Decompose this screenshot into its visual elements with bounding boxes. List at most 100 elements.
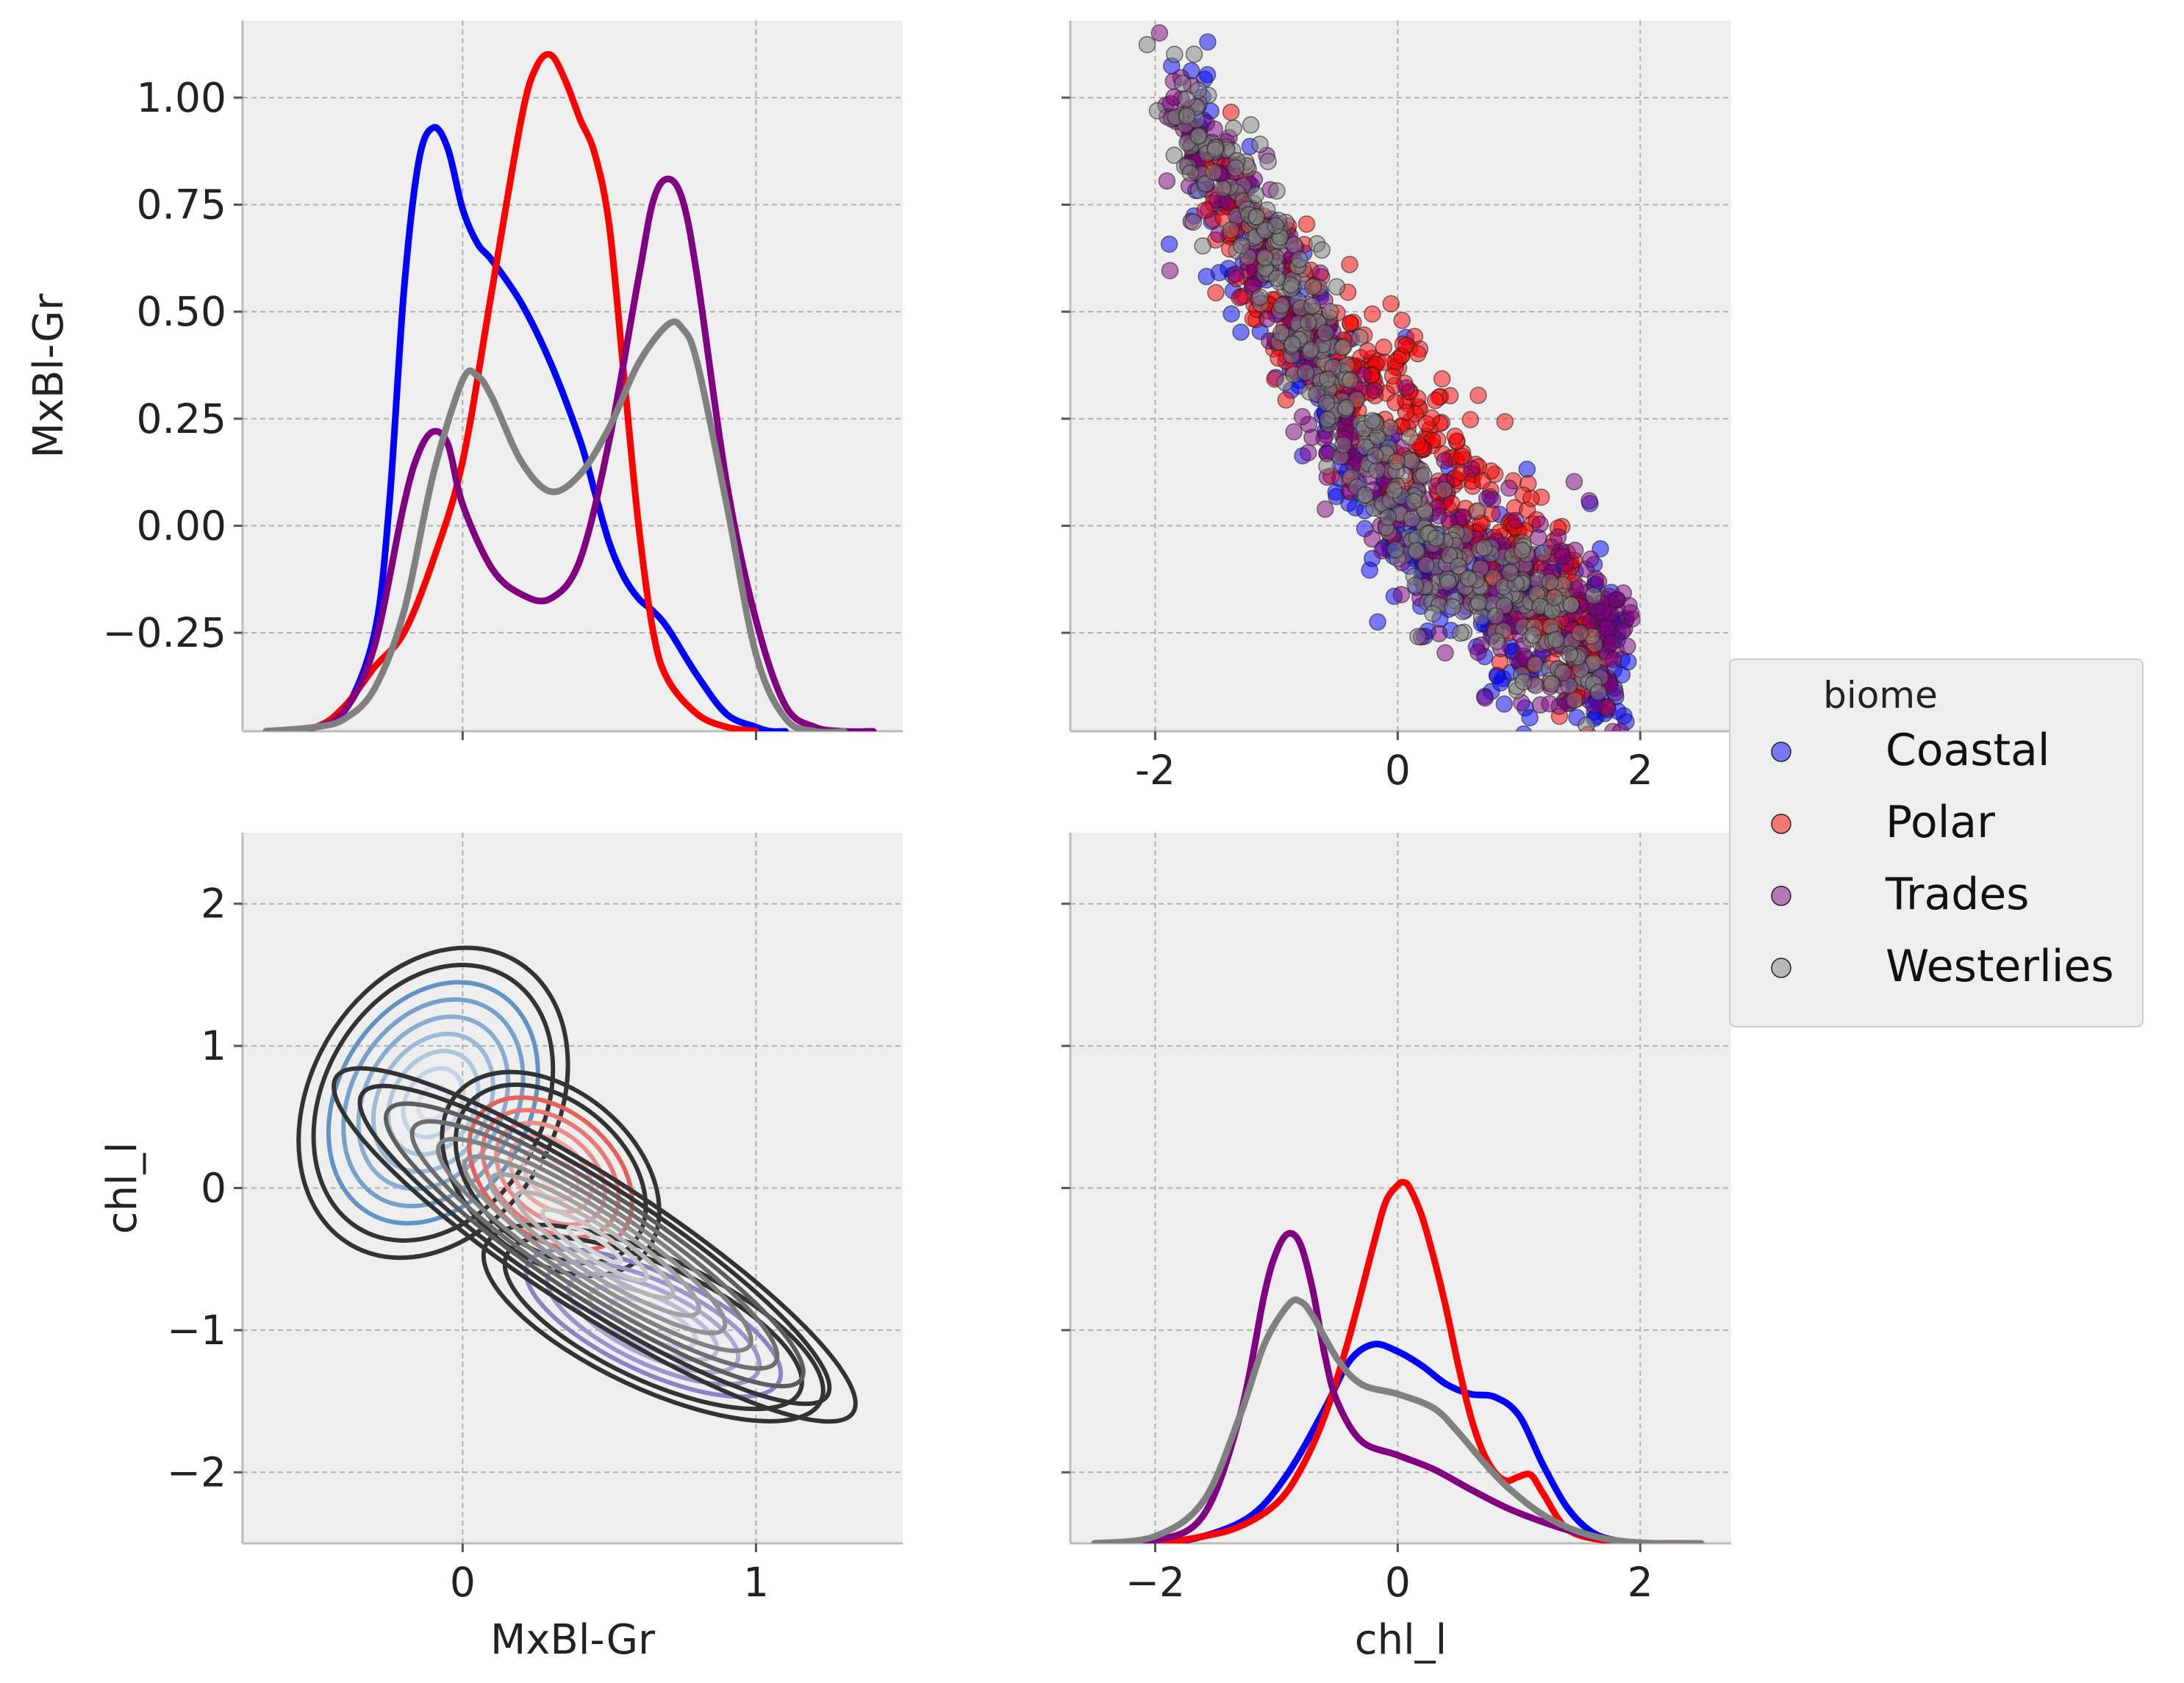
scatter-point — [1436, 644, 1454, 662]
scatter-point — [1302, 341, 1320, 359]
plot-area — [262, 51, 877, 731]
scatter-point — [1500, 479, 1518, 497]
scatter-point — [1580, 743, 1596, 759]
axes: −2 −1 0 1 2 0 1 MxBl-Gr chl_l — [99, 833, 903, 1664]
kde-line-westerlies — [262, 318, 848, 731]
scatter-point — [1379, 509, 1397, 526]
contour-level — [587, 1284, 720, 1363]
scatter-point — [1259, 152, 1277, 171]
contour-westerlies — [332, 1066, 858, 1424]
scatter-point — [1386, 393, 1404, 412]
y-tick-label: 0.00 — [137, 502, 226, 549]
scatter-point — [1317, 324, 1334, 342]
scatter-point — [1417, 556, 1435, 574]
scatter-point — [1453, 448, 1471, 465]
scatter-point — [1585, 586, 1603, 605]
scatter-point — [1570, 578, 1589, 597]
scatter-point — [1501, 564, 1519, 582]
scatter-series-westerlies — [1138, 35, 1609, 731]
scatter-point — [1461, 411, 1480, 428]
scatter-point — [1174, 74, 1192, 93]
scatter-point — [1526, 656, 1544, 673]
kde-line-polar — [1091, 1178, 1705, 1543]
scatter-point — [1619, 637, 1636, 656]
contour-level — [357, 1083, 832, 1407]
legend-label: Westerlies — [1886, 941, 2114, 992]
scatter-point — [1315, 429, 1333, 448]
scatter-point — [1232, 323, 1250, 341]
scatter-point — [1406, 576, 1425, 595]
scatter-point — [1334, 436, 1352, 453]
scatter-point — [1342, 314, 1359, 332]
contour-level — [326, 980, 540, 1226]
scatter-point — [1194, 237, 1211, 255]
y-axis-label: MxBl-Gr — [25, 293, 73, 458]
scatter-point — [1233, 237, 1250, 254]
scatter-point — [1561, 645, 1578, 663]
scatter-point — [1591, 740, 1607, 756]
plot-area — [296, 945, 858, 1424]
scatter-point — [1242, 116, 1260, 134]
scatter-point — [1364, 305, 1381, 323]
x-axis-label: chl_l — [1355, 1616, 1447, 1664]
scatter-point — [1604, 650, 1622, 669]
scatter-point — [1185, 46, 1203, 63]
contour-level — [409, 1119, 780, 1371]
legend-box — [1729, 659, 2144, 1027]
x-tick-label: 0 — [450, 1559, 476, 1606]
plot-area — [1138, 24, 1641, 759]
scatter-point — [1268, 269, 1286, 287]
scatter-point — [1166, 46, 1184, 63]
scatter-point — [1469, 502, 1486, 520]
scatter-point — [1534, 544, 1553, 562]
scatter-point — [1189, 127, 1208, 145]
contour-level — [311, 963, 556, 1243]
scatter-point — [1565, 473, 1583, 491]
y-tick-label: −2 — [167, 1449, 226, 1496]
scatter-point — [1247, 208, 1266, 226]
scatter-point — [1541, 573, 1559, 591]
legend-title: biome — [1823, 674, 1938, 717]
scatter-point — [1366, 447, 1384, 464]
scatter-point — [1400, 428, 1419, 446]
scatter-point — [1452, 624, 1469, 642]
contour-level — [488, 1171, 701, 1318]
scatter-point — [1393, 312, 1411, 329]
contour-level — [384, 1101, 806, 1389]
scatter-point — [1392, 586, 1411, 603]
legend-item-trades: Trades — [1771, 869, 2030, 920]
scatter-point — [1580, 492, 1598, 510]
legend-item-westerlies: Westerlies — [1771, 941, 2114, 992]
scatter-point — [1181, 164, 1199, 182]
legend-label: Trades — [1885, 869, 2030, 920]
legend-item-polar: Polar — [1771, 797, 1995, 848]
contour-level — [507, 1133, 594, 1215]
x-axis-label: MxBl-Gr — [490, 1616, 656, 1664]
axes: −0.25 0.00 0.25 0.50 0.75 1.00 MxBl-Gr — [25, 21, 903, 740]
scatter-point — [1553, 548, 1571, 565]
scatter-point — [1268, 182, 1286, 200]
scatter-point — [1407, 542, 1425, 559]
contour-level — [436, 1136, 753, 1354]
scatter-point — [1571, 624, 1589, 642]
scatter-point — [1317, 394, 1336, 412]
scatter-point — [1369, 613, 1386, 631]
scatter-point — [1342, 371, 1359, 390]
y-tick-label: 1.00 — [137, 74, 226, 121]
scatter-point — [1227, 159, 1245, 177]
scatter-point — [1160, 235, 1178, 253]
panel-background — [243, 21, 903, 731]
scatter-point — [1476, 689, 1494, 707]
legend-marker — [1771, 814, 1791, 834]
scatter-point — [1386, 541, 1405, 559]
scatter-point — [1433, 370, 1451, 388]
scatter-point — [1402, 452, 1420, 470]
scatter-point — [1291, 251, 1308, 268]
scatter-point — [1440, 546, 1458, 564]
legend: biome Coastal Polar Trades Westerlies — [1729, 659, 2144, 1027]
y-tick-label: 0 — [201, 1165, 226, 1212]
scatter-point — [1439, 573, 1457, 592]
scatter-point — [1318, 410, 1336, 428]
scatter-point — [1319, 370, 1336, 388]
scatter-point — [1267, 217, 1285, 234]
